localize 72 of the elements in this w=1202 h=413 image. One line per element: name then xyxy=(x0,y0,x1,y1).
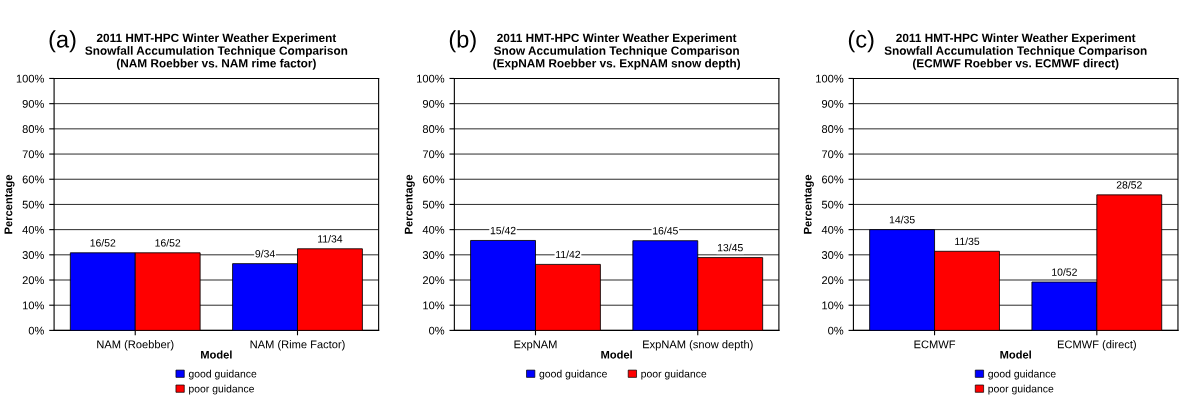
x-tick-label: ECMWF xyxy=(914,340,956,349)
y-tick-label: 0% xyxy=(828,326,844,335)
legend-label: poor guidance xyxy=(189,384,254,395)
y-tick-label: 40% xyxy=(422,225,445,234)
y-axis-title: Percentage xyxy=(803,174,814,234)
x-tick-label: ExpNAM (snow depth) xyxy=(643,340,753,351)
data-label: 15/42 xyxy=(490,226,516,235)
data-label: 16/52 xyxy=(155,238,181,247)
y-tick-label: 70% xyxy=(22,150,44,159)
data-label: 28/52 xyxy=(1116,180,1142,189)
x-tick-label: NAM (Rime Factor) xyxy=(250,340,345,351)
y-tick-label: 0% xyxy=(429,326,445,335)
y-tick-label: 70% xyxy=(422,150,445,159)
x-tick-label: NAM (Roebber) xyxy=(97,340,174,351)
y-tick-label: 60% xyxy=(422,175,445,184)
y-tick-label: 100% xyxy=(417,74,445,83)
y-tick-label: 50% xyxy=(422,200,445,209)
x-tick-label: ECMWF (direct) xyxy=(1057,340,1136,351)
y-tick-label: 60% xyxy=(822,175,844,184)
legend-label: good guidance xyxy=(188,369,257,380)
y-tick-label: 50% xyxy=(821,200,844,209)
data-label: 13/45 xyxy=(717,243,743,252)
data-label: 11/35 xyxy=(955,237,980,246)
x-tick-label: ExpNAM xyxy=(514,340,557,351)
y-tick-label: 90% xyxy=(422,99,445,108)
y-tick-label: 50% xyxy=(22,200,44,209)
x-axis-title: Model xyxy=(601,350,632,359)
data-label: 10/52 xyxy=(1052,268,1077,276)
y-tick-label: 20% xyxy=(822,276,844,285)
data-label: 11/34 xyxy=(318,234,343,243)
y-tick-label: 30% xyxy=(821,251,844,259)
legend-label: poor guidance xyxy=(641,369,707,380)
data-label: 14/35 xyxy=(889,215,915,224)
y-tick-label: 40% xyxy=(22,225,44,234)
chart-subtitle: Snow Accumulation Technique Comparison (ExpNAM Roebber vs. ExpNAM snow depth) xyxy=(493,46,741,70)
data-label: 16/45 xyxy=(653,226,678,235)
y-tick-label: 90% xyxy=(821,99,844,108)
chart-title: 2011 HMT-HPC Winter Weather Experiment xyxy=(497,33,737,45)
y-tick-label: 80% xyxy=(422,125,445,133)
legend-label: poor guidance xyxy=(988,384,1054,395)
chart-title: 2011 HMT-HPC Winter Weather Experiment xyxy=(96,33,337,45)
y-tick-label: 60% xyxy=(22,175,44,184)
data-label: 9/34 xyxy=(255,249,275,258)
y-axis-title: Percentage xyxy=(4,174,15,234)
y-axis-title: Percentage xyxy=(404,174,415,234)
chart-title: 2011 HMT-HPC Winter Weather Experiment xyxy=(896,33,1136,45)
chart-subtitle: Snowfall Accumulation Technique Comparison (ECMWF Roebber vs. ECMWF direct) xyxy=(884,46,1147,70)
y-tick-label: 80% xyxy=(22,125,44,133)
chart-subtitle: Snowfall Accumulation Technique Comparison (NAM Roebber vs. NAM rime factor) xyxy=(85,46,348,70)
x-axis-title: Model xyxy=(201,350,232,359)
y-tick-label: 10% xyxy=(22,301,44,310)
text: (a) xyxy=(49,30,76,53)
y-tick-label: 70% xyxy=(822,150,844,159)
y-tick-label: 30% xyxy=(22,251,44,259)
y-tick-label: 10% xyxy=(423,301,445,310)
text: (c) xyxy=(848,30,874,53)
y-tick-label: 20% xyxy=(22,276,44,285)
y-tick-label: 80% xyxy=(821,125,844,133)
data-label: 11/42 xyxy=(556,250,581,259)
text: (b) xyxy=(449,30,476,53)
data-label: 16/52 xyxy=(90,238,116,247)
y-tick-label: 100% xyxy=(816,74,844,83)
y-tick-label: 90% xyxy=(22,99,44,108)
y-tick-label: 40% xyxy=(821,225,844,234)
y-tick-label: 30% xyxy=(422,251,445,259)
legend-label: good guidance xyxy=(988,369,1056,380)
legend-label: good guidance xyxy=(539,369,607,380)
y-tick-label: 20% xyxy=(422,276,445,285)
y-tick-label: 0% xyxy=(28,326,44,335)
y-tick-label: 100% xyxy=(16,74,44,83)
x-axis-title: Model xyxy=(1000,350,1031,359)
y-tick-label: 10% xyxy=(822,301,844,310)
